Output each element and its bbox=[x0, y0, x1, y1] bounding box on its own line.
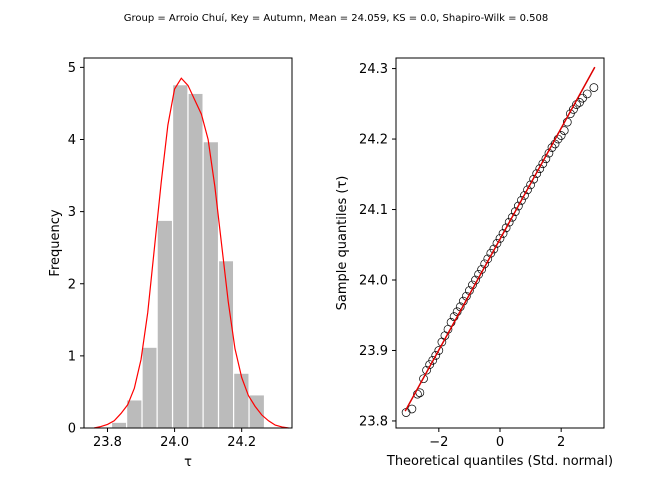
qq-x-label: Theoretical quantiles (Std. normal) bbox=[386, 454, 613, 469]
histogram-bar bbox=[141, 346, 158, 429]
histogram-bar bbox=[233, 372, 250, 429]
qq-point bbox=[495, 234, 505, 243]
qq-point bbox=[517, 196, 526, 205]
qq-point bbox=[535, 164, 545, 173]
qq-point bbox=[407, 404, 417, 414]
qq-point bbox=[520, 191, 529, 200]
x-tick-label: 24.2 bbox=[227, 435, 256, 450]
histogram-bar bbox=[110, 421, 128, 429]
qq-point bbox=[498, 229, 508, 238]
qq-point bbox=[514, 201, 523, 211]
qq-point bbox=[507, 212, 517, 222]
histogram-x-ticks: 23.8 24.0 24.2 bbox=[93, 428, 256, 450]
y-tick-label: 5 bbox=[68, 61, 76, 76]
figure-suptitle: Group = Arroio Chuí, Key = Autumn, Mean … bbox=[124, 12, 549, 24]
qq-point bbox=[582, 89, 592, 99]
qq-point bbox=[526, 180, 535, 190]
histogram-y-label: Frequency bbox=[48, 209, 63, 276]
qq-point bbox=[489, 244, 499, 254]
x-tick-label: 2 bbox=[557, 435, 565, 450]
histogram-bar bbox=[156, 219, 174, 429]
y-tick-label: 1 bbox=[68, 349, 76, 364]
qq-point bbox=[501, 223, 511, 233]
qq-point bbox=[446, 317, 456, 327]
y-tick-label: 24.2 bbox=[359, 133, 388, 148]
histogram-frame bbox=[83, 57, 293, 429]
qq-x-ticks: −2 0 2 bbox=[429, 428, 565, 450]
histogram-plot-area bbox=[93, 77, 289, 429]
histogram-panel: 23.8 24.0 24.2 0 1 2 3 4 5 τ Frequency bbox=[48, 57, 293, 470]
qq-panel: −2 0 2 23.8 23.9 24.0 24.1 24.2 24.3 Theoretica… bbox=[335, 57, 613, 469]
y-tick-label: 3 bbox=[68, 205, 76, 220]
qq-y-ticks: 23.8 23.9 24.0 24.1 24.2 24.3 bbox=[359, 62, 396, 429]
y-tick-label: 24.3 bbox=[359, 62, 388, 77]
y-tick-label: 23.8 bbox=[359, 414, 388, 429]
x-tick-label: 24.0 bbox=[160, 435, 189, 450]
qq-point bbox=[419, 374, 428, 384]
y-tick-label: 4 bbox=[68, 133, 76, 148]
qq-point bbox=[422, 365, 431, 375]
qq-plot-area bbox=[401, 66, 599, 417]
qq-point bbox=[532, 169, 542, 178]
y-tick-label: 24.1 bbox=[359, 203, 388, 218]
qq-point bbox=[431, 351, 441, 360]
qq-fit-line bbox=[404, 66, 596, 412]
qq-point bbox=[529, 174, 538, 184]
x-tick-label: −2 bbox=[429, 435, 448, 450]
qq-point bbox=[523, 185, 532, 195]
histogram-bar bbox=[171, 84, 189, 429]
qq-point bbox=[589, 83, 599, 92]
qq-point bbox=[492, 239, 502, 248]
y-tick-label: 0 bbox=[68, 422, 76, 437]
qq-point bbox=[428, 355, 438, 365]
qq-point bbox=[538, 159, 548, 169]
qq-point bbox=[504, 217, 514, 227]
histogram-y-ticks: 0 1 2 3 4 5 bbox=[68, 61, 84, 437]
x-tick-label: 0 bbox=[496, 435, 504, 450]
histogram-bar bbox=[187, 92, 204, 429]
histogram-bar bbox=[202, 141, 220, 429]
y-tick-label: 23.9 bbox=[359, 344, 388, 359]
qq-point bbox=[449, 312, 459, 321]
qq-point bbox=[434, 346, 444, 355]
qq-y-label: Sample quantiles (τ) bbox=[335, 176, 350, 311]
histogram-bar bbox=[126, 399, 143, 429]
y-tick-label: 2 bbox=[68, 277, 76, 292]
kde-curve bbox=[93, 77, 289, 429]
x-tick-label: 23.8 bbox=[93, 435, 122, 450]
histogram-x-label: τ bbox=[184, 455, 192, 470]
y-tick-label: 24.0 bbox=[359, 274, 388, 289]
qq-point bbox=[510, 207, 520, 216]
